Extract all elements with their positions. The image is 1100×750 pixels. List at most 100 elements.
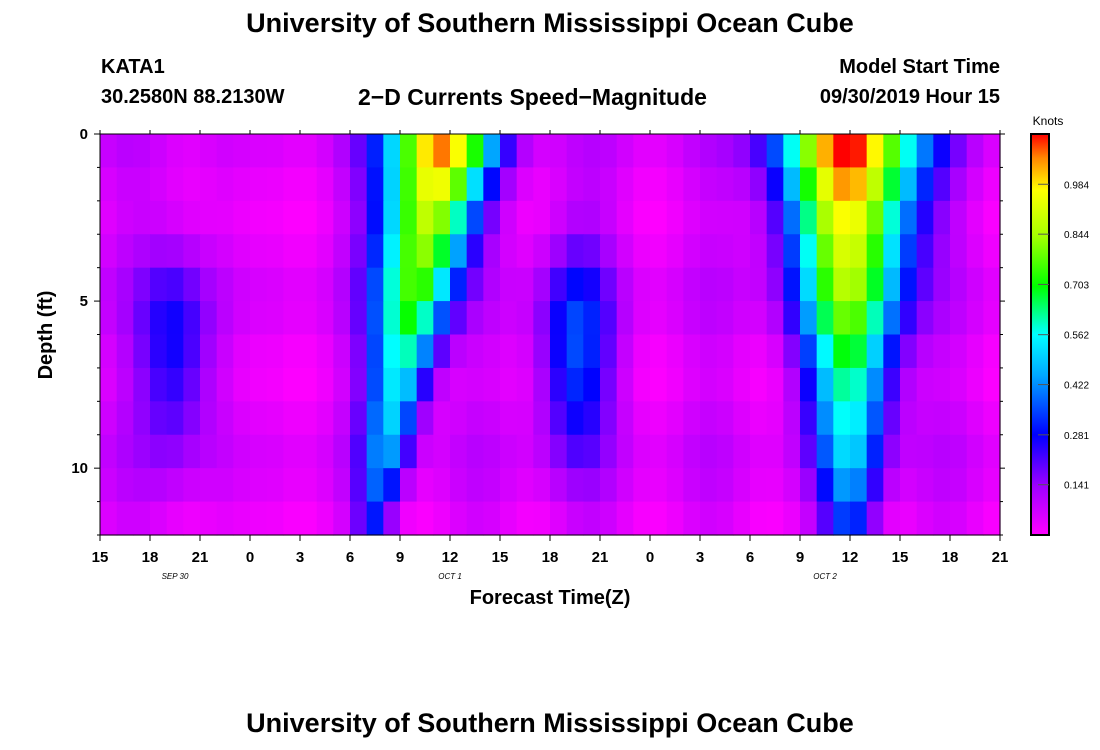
heatmap-cell [550,167,568,202]
heatmap-cell [716,401,734,436]
model-start-label: Model Start Time [839,56,1000,78]
heatmap-cell [450,334,468,369]
heatmap-cell [150,468,168,503]
heatmap-cell [100,301,118,336]
heatmap-cell [450,301,468,336]
heatmap-cell [383,301,401,336]
heatmap-cell [683,367,701,402]
heatmap-cell [816,501,834,536]
heatmap-cell [966,301,984,336]
heatmap-cell [800,468,818,503]
heatmap-cell [183,434,201,469]
heatmap-cell [483,334,501,369]
heatmap-cell [583,167,601,202]
heatmap-cell [300,401,318,436]
heatmap-cell [516,167,534,202]
heatmap-cell [500,134,518,169]
heatmap-cell [833,334,851,369]
heatmap-cell [333,468,351,503]
x-tick-label: 21 [992,549,1009,566]
heatmap-cell [850,401,868,436]
heatmap-cell [433,401,451,436]
heatmap-cell [616,301,634,336]
heatmap-cell [766,468,784,503]
heatmap-cell [950,234,968,269]
x-tick-label: 12 [842,549,859,566]
heatmap-cell [450,401,468,436]
heatmap-cell [683,234,701,269]
heatmap-cell [550,501,568,536]
heatmap-cell [733,334,751,369]
heatmap-cell [283,501,301,536]
heatmap-cell [366,134,384,169]
heatmap-cell [800,334,818,369]
heatmap-cell [633,501,651,536]
heatmap-cell [366,401,384,436]
heatmap-cell [816,134,834,169]
heatmap-cell [100,134,118,169]
heatmap-cell [700,367,718,402]
heatmap-cell [300,134,318,169]
heatmap-cell [583,367,601,402]
heatmap-cell [833,434,851,469]
heatmap-cell [733,267,751,302]
heatmap-cell [833,167,851,202]
heatmap-cell [750,267,768,302]
heatmap-cell [600,468,618,503]
heatmap-cell [733,367,751,402]
heatmap-cell [666,367,684,402]
heatmap-cell [566,200,584,235]
chart-subtitle: 2−D Currents Speed−Magnitude [358,84,707,110]
heatmap-cell [416,334,434,369]
heatmap-cell [233,134,251,169]
heatmap-cell [400,401,418,436]
heatmap-cell [500,501,518,536]
heatmap-cell [716,468,734,503]
heatmap-cell [283,434,301,469]
heatmap-cell [600,401,618,436]
heatmap-cell [850,234,868,269]
heatmap-cell [500,367,518,402]
heatmap-cell [866,367,884,402]
heatmap-cell [866,167,884,202]
heatmap-cell [450,501,468,536]
heatmap-cell [900,234,918,269]
heatmap-cell [283,334,301,369]
heatmap-cell [383,434,401,469]
heatmap-cell [316,501,334,536]
heatmap-cell [800,167,818,202]
heatmap-cell [883,401,901,436]
heatmap-cell [816,334,834,369]
heatmap-cell [150,367,168,402]
heatmap-cell [366,367,384,402]
heatmap-cell [933,234,951,269]
heatmap-cell [800,434,818,469]
heatmap-cell [600,501,618,536]
heatmap-cell [766,501,784,536]
heatmap-cell [683,334,701,369]
heatmap-cell [616,200,634,235]
heatmap-cell [466,167,484,202]
heatmap-cell [916,267,934,302]
heatmap-cell [533,401,551,436]
heatmap-cell [900,167,918,202]
heatmap-cell [316,267,334,302]
heatmap-cell [550,334,568,369]
heatmap-cell [883,468,901,503]
heatmap-cell [283,134,301,169]
heatmap-cell [916,134,934,169]
heatmap-cell [450,167,468,202]
heatmap-cell [350,200,368,235]
heatmap-cell [516,301,534,336]
heatmap-cells [100,134,1001,536]
heatmap-cell [916,468,934,503]
x-tick-label: 12 [442,549,459,566]
heatmap-cell [100,434,118,469]
heatmap-cell [750,367,768,402]
heatmap-cell [200,267,218,302]
heatmap-cell [283,468,301,503]
heatmap-cell [550,134,568,169]
heatmap-cell [716,134,734,169]
heatmap-cell [966,167,984,202]
heatmap-cell [516,267,534,302]
